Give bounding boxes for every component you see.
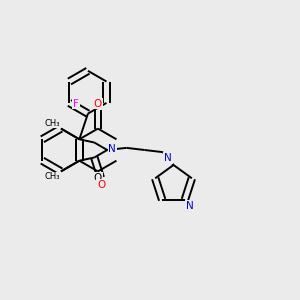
Text: N: N	[186, 201, 194, 211]
Text: N: N	[108, 144, 116, 154]
Text: O: O	[97, 180, 106, 190]
Text: F: F	[73, 98, 79, 109]
Text: CH₃: CH₃	[44, 119, 60, 128]
Text: O: O	[94, 99, 102, 109]
Text: N: N	[164, 153, 172, 163]
Text: CH₃: CH₃	[44, 172, 60, 181]
Text: O: O	[94, 173, 102, 183]
